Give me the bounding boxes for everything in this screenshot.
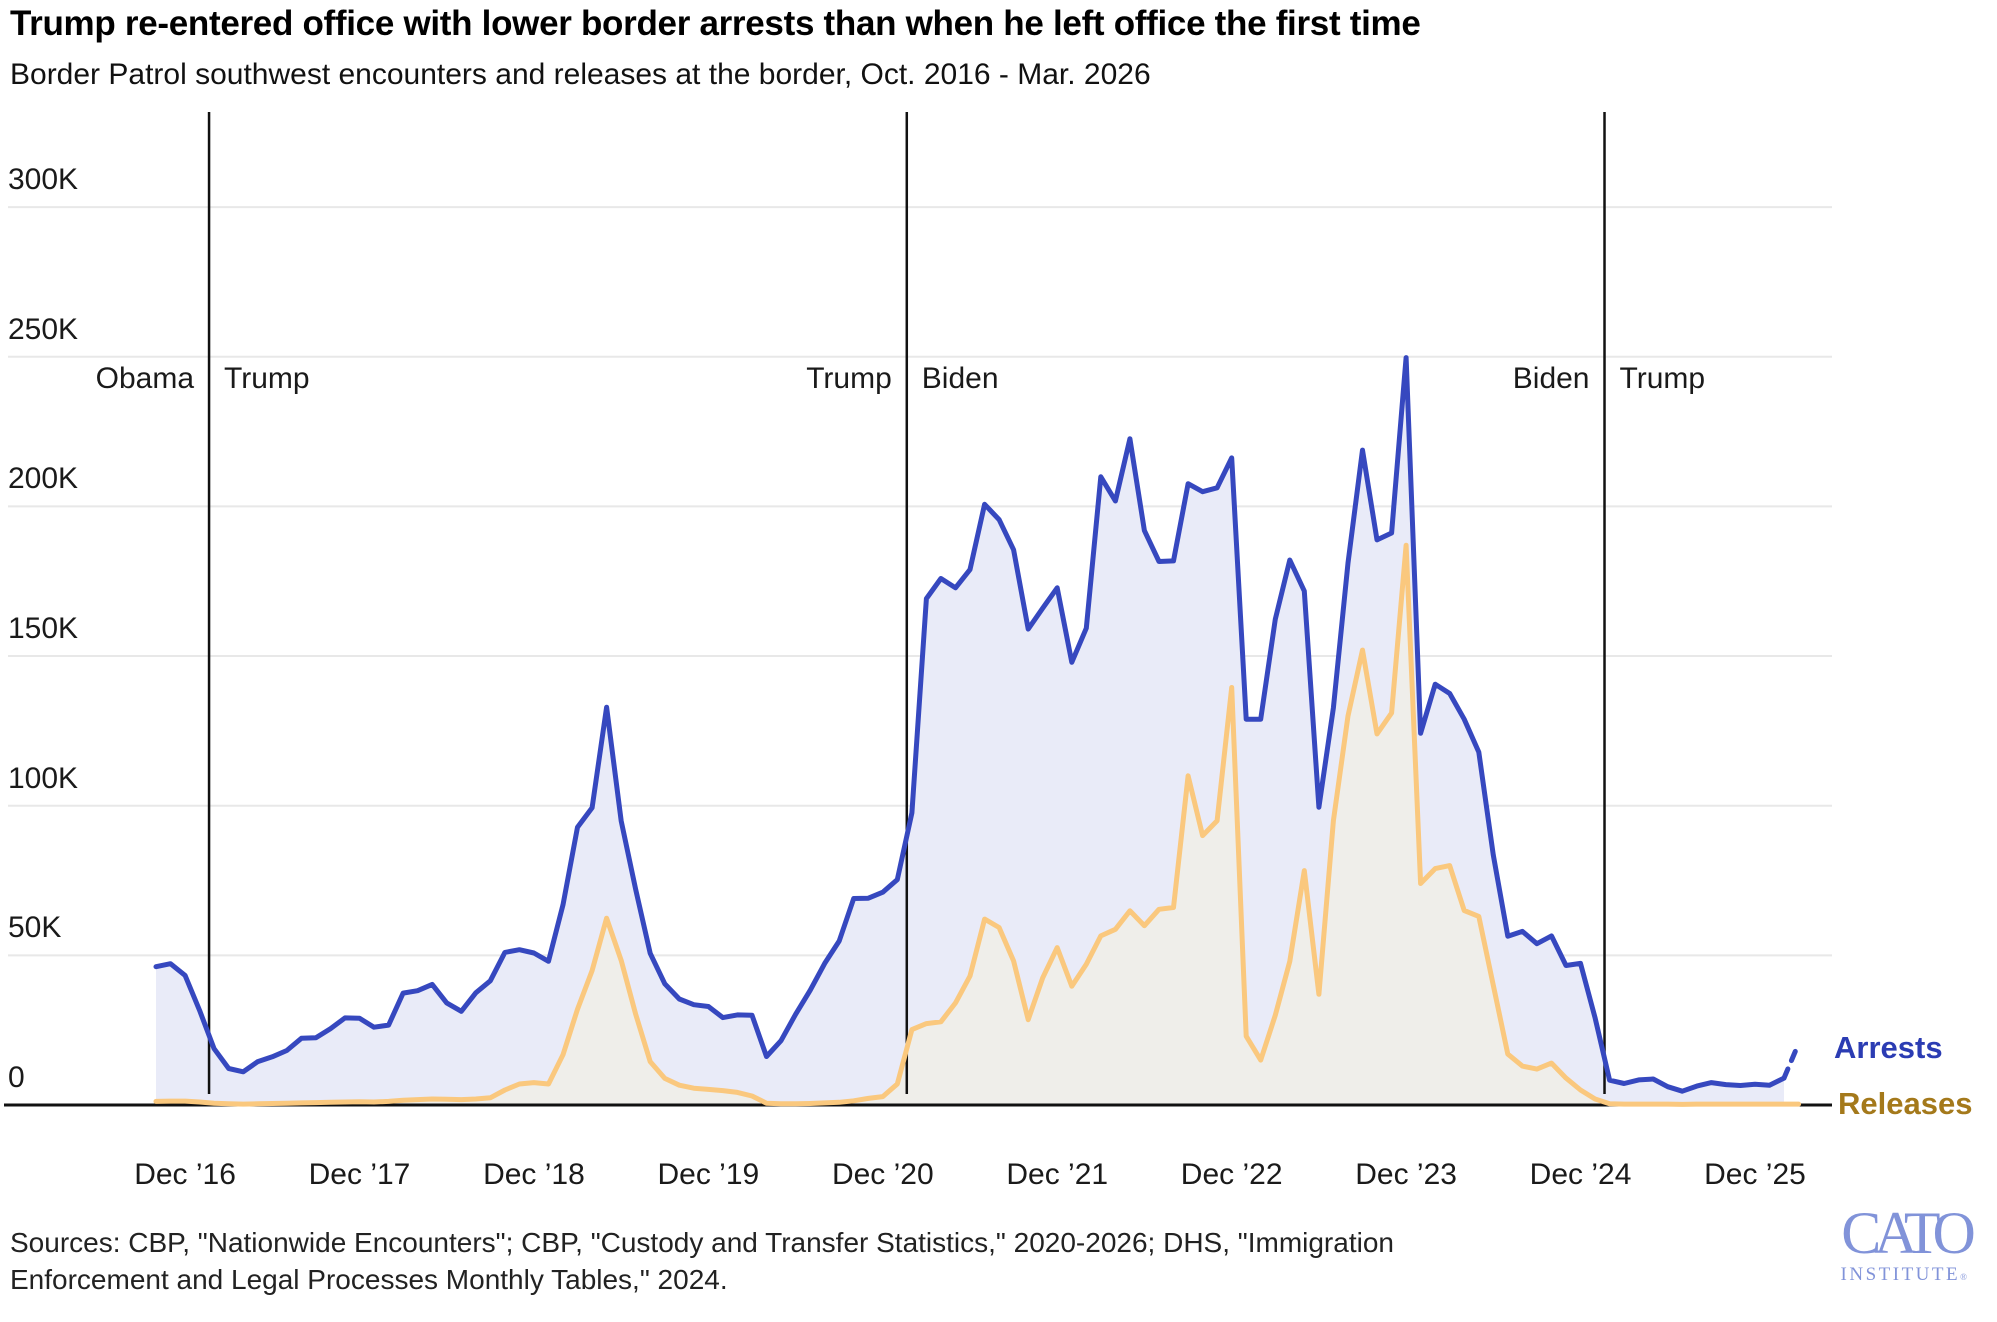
- sources-note: Sources: CBP, "Nationwide Encounters"; C…: [10, 1224, 1394, 1298]
- president-label-trump: Trump: [806, 362, 892, 395]
- arrests-line-projected: [1781, 1041, 1802, 1081]
- y-tick-label-100K: 100K: [8, 761, 79, 795]
- sources-line-1: Sources: CBP, "Nationwide Encounters"; C…: [10, 1227, 1394, 1258]
- y-tick-label-150K: 150K: [8, 612, 79, 646]
- x-tick-label: Dec ’24: [1529, 1158, 1632, 1191]
- president-label-biden: Biden: [921, 362, 999, 395]
- y-tick-label-300K: 300K: [8, 163, 79, 197]
- releases-line: [153, 542, 1802, 1107]
- arrests-line: [153, 355, 1787, 1094]
- chart-subtitle: Border Patrol southwest encounters and r…: [10, 58, 1151, 91]
- x-tick-label: Dec ’17: [308, 1158, 411, 1191]
- x-tick-label: Dec ’22: [1180, 1158, 1283, 1191]
- x-tick-label: Dec ’20: [831, 1158, 934, 1191]
- cato-institute-logo: CATO INSTITUTE®: [1832, 1202, 1978, 1288]
- president-label-obama: Obama: [95, 362, 195, 395]
- president-label-trump: Trump: [1619, 362, 1706, 395]
- president-label-trump: Trump: [224, 362, 310, 395]
- y-tick-label-250K: 250K: [8, 312, 79, 346]
- arrests-series-label: Arrests: [1834, 1030, 1943, 1065]
- y-tick-label-0: 0: [8, 1061, 25, 1094]
- releases-series-label: Releases: [1838, 1086, 1973, 1121]
- cato-logo-institute: INSTITUTE®: [1840, 1264, 1970, 1285]
- chart-title: Trump re-entered office with lower borde…: [10, 4, 1421, 43]
- x-tick-label: Dec ’16: [134, 1158, 236, 1191]
- y-tick-label-200K: 200K: [8, 462, 79, 496]
- sources-line-2: Enforcement and Legal Processes Monthly …: [10, 1264, 728, 1295]
- y-tick-label-50K: 50K: [8, 911, 62, 945]
- x-tick-label: Dec ’21: [1006, 1158, 1109, 1191]
- releases-area-fill: [156, 545, 1799, 1105]
- president-label-biden: Biden: [1512, 362, 1590, 395]
- registered-mark: ®: [1960, 1272, 1970, 1282]
- x-tick-label: Dec ’18: [483, 1158, 585, 1191]
- cato-logo-wordmark: CATO: [1841, 1200, 1976, 1266]
- x-tick-label: Dec ’19: [657, 1158, 760, 1191]
- x-tick-label: Dec ’25: [1704, 1158, 1806, 1191]
- x-tick-label: Dec ’23: [1355, 1158, 1457, 1191]
